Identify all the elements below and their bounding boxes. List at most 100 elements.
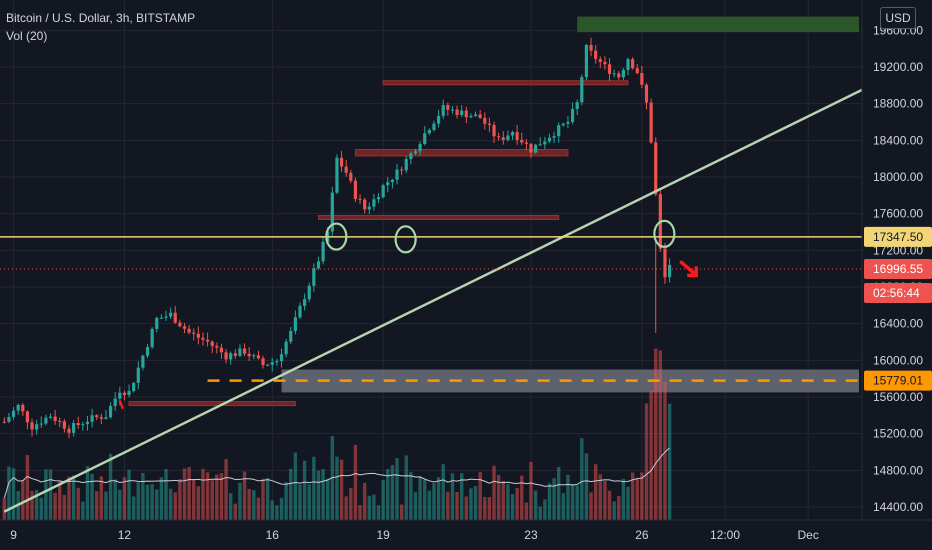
candle-body [413,151,418,154]
volume-bar [510,494,515,520]
x-tick-label: 12:00 [710,528,740,542]
candle-body [247,353,251,357]
volume-bar [561,493,566,520]
volume-bar [478,472,482,520]
volume-bar [506,484,510,520]
x-tick-label: 16 [266,528,280,542]
candle-body [520,139,524,143]
y-tick-label: 18400.00 [873,133,923,147]
candle-body [575,102,579,109]
volume-bar [520,475,524,520]
candle-body [205,339,210,342]
candle-body [178,322,182,327]
volume-bar [589,492,593,520]
volume-bar [316,470,321,520]
volume-bar [538,506,542,520]
volume-bar [446,491,450,520]
candle-body [127,391,131,395]
candle-body [654,142,658,195]
chart-legend: Bitcoin / U.S. Dollar, 3h, BITSTAMP Vol … [6,9,195,45]
candle-body [436,115,441,124]
volume-bar [603,481,607,520]
volume-bar [423,479,427,520]
y-tick-label: 15600.00 [873,390,923,404]
candle-body [67,428,71,433]
candle-body [621,69,625,78]
candle-body [441,105,445,116]
volume-bar [529,461,533,520]
candle-body [224,352,228,360]
volume-indicator-label[interactable]: Vol (20) [6,29,48,43]
candle-body [552,136,556,138]
volume-bar [635,477,639,520]
volume-bar [566,474,570,520]
volume-bar [261,478,265,520]
volume-bar [34,489,39,520]
volume-bar [196,486,201,520]
candle-body [603,61,607,65]
candle-body [469,115,473,118]
candle-body [284,341,288,355]
candle-body [483,117,487,124]
price-labels: 17347.50 16996.55 02:56:44 15779.01 [864,226,932,391]
candle-body [95,415,99,418]
candle-body [367,206,371,210]
symbol-title[interactable]: Bitcoin / U.S. Dollar, 3h, BITSTAMP [6,11,196,25]
candle-body [409,153,413,160]
candle-body [432,123,436,131]
currency-button[interactable]: USD [880,7,916,29]
candle-body [589,44,593,51]
volume-bar [2,498,7,520]
volume-bar [464,496,469,520]
volume-bar [178,479,182,520]
candle-body [11,410,16,418]
volume-bar [321,469,325,520]
candle-body [233,353,237,356]
volume-bar [247,488,251,520]
volume-bar [667,403,672,520]
x-tick-label: 23 [524,528,538,542]
volume-bar [459,473,464,520]
volume-bar [432,483,436,520]
candle-body [62,421,66,429]
volume-bar [312,456,316,520]
volume-bar [99,476,104,520]
candle-body [307,285,311,300]
resistance-price-label-bg [864,226,932,247]
volume-bar [108,453,113,520]
resistance-price-label: 17347.50 [873,230,923,244]
y-tick-label: 14400.00 [873,500,923,514]
candle-body [515,132,519,140]
bar-countdown-label-bg [864,282,932,303]
candle-body [122,392,127,395]
candle-body [256,355,261,359]
candle-body [487,123,492,126]
candle-body [631,59,635,69]
trendline [3,88,863,513]
x-tick-label: 26 [635,528,649,542]
candle-body [460,110,464,115]
candle-body [289,330,293,342]
candle-body [35,424,39,430]
candle-body [524,142,528,144]
candle-body [390,179,394,183]
last-price-label-bg [864,258,932,279]
candle-body [90,415,94,422]
volume-bar [344,496,348,520]
candle-body [196,333,200,338]
volume-bar [436,477,441,520]
candle-body [219,347,224,353]
volume-bar [164,469,168,520]
volume-bar [11,468,16,520]
touch-circle [325,222,348,251]
volume-bar [76,487,80,520]
volume-bar [131,496,136,520]
volume-bar [228,493,233,520]
candle-body [372,199,376,207]
volume-bar [399,504,404,520]
volume-bar [48,469,53,520]
volume-bar [630,472,635,520]
candle-body [132,382,136,392]
y-tick-label: 18000.00 [873,170,923,184]
